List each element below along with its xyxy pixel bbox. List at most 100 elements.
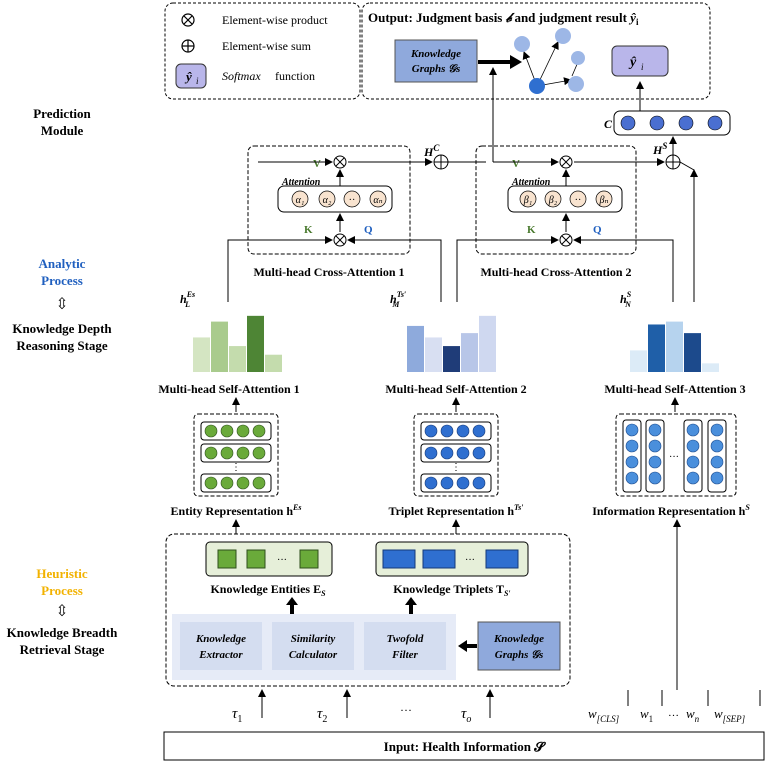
attention-bar bbox=[479, 315, 496, 372]
similarity-line1: Similarity bbox=[291, 633, 336, 645]
product-icon bbox=[181, 13, 195, 27]
ca1-k-product-icon bbox=[333, 233, 347, 247]
ca1-v-label: V bbox=[313, 158, 321, 170]
entity-representation: ⋮ bbox=[193, 413, 279, 497]
graph-nodes bbox=[514, 28, 585, 94]
information-representation-label: Information Representation hS bbox=[592, 503, 750, 518]
rep3-ellipsis: ··· bbox=[669, 452, 679, 463]
ca2-weight: β₂ bbox=[548, 195, 558, 206]
legend: Element-wise product Element-wise sum ŷ … bbox=[164, 2, 361, 100]
triplet-representation-label: Triplet Representation hTs′ bbox=[388, 503, 523, 518]
entities-ellipsis: ··· bbox=[277, 555, 287, 566]
softmax-sub: i bbox=[196, 76, 199, 86]
input-label: Input: Health Information 𝓢 bbox=[384, 739, 547, 754]
attention-bar bbox=[684, 333, 701, 372]
breadth-stage-label: Retrieval Stage bbox=[20, 642, 105, 657]
attention-bar bbox=[229, 346, 246, 372]
analytic-label: Analytic bbox=[39, 256, 86, 271]
breadth-label: Knowledge Breadth bbox=[7, 625, 118, 640]
attention-bar bbox=[407, 325, 424, 372]
heuristic-process-label: Process bbox=[41, 583, 83, 598]
output-title: Output: Judgment basis 𝒷 and judgment re… bbox=[368, 10, 639, 27]
c-label: C bbox=[604, 117, 613, 131]
ca2-attention-label: Attention bbox=[511, 177, 551, 188]
filter-line2: Filter bbox=[391, 649, 418, 661]
rep1-ellipsis: ⋮ bbox=[231, 462, 241, 473]
module-label: Module bbox=[41, 123, 84, 138]
sum-icon bbox=[181, 39, 195, 53]
triplets-label: Knowledge Triplets TS′ bbox=[393, 582, 510, 598]
ca1-weights: α₁ α₂ ·· αₙ bbox=[291, 190, 387, 208]
graph-node bbox=[555, 28, 571, 44]
swap-icon: ⇳ bbox=[55, 603, 68, 620]
attention-bar bbox=[443, 346, 460, 372]
attention-bar bbox=[265, 354, 282, 372]
thick-arrow-up bbox=[286, 597, 298, 605]
retrieval-kg-line2: Graphs 𝒢s bbox=[495, 649, 544, 661]
sa1-title: Multi-head Self-Attention 1 bbox=[158, 382, 299, 396]
information-representation: ··· bbox=[615, 413, 737, 497]
w-cls: w[CLS] bbox=[588, 706, 620, 724]
hc-label: HC bbox=[423, 143, 440, 159]
hs-sum-icon bbox=[665, 154, 681, 170]
softmax-icon bbox=[175, 63, 207, 89]
entity-square bbox=[299, 549, 319, 569]
graph-node bbox=[571, 51, 585, 65]
output-kg-line1: Knowledge bbox=[410, 48, 461, 60]
c-vector: C bbox=[604, 110, 731, 136]
extractor-line1: Knowledge bbox=[195, 633, 246, 645]
triplet-block bbox=[382, 549, 416, 569]
similarity-line2: Calculator bbox=[289, 649, 338, 661]
softmax-symbol: ŷ bbox=[184, 69, 192, 84]
output-softmax-sub: i bbox=[641, 62, 644, 72]
extractor-line2: Extractor bbox=[198, 649, 243, 661]
attention-bar bbox=[702, 363, 719, 372]
ca1-weight: αₙ bbox=[373, 195, 382, 206]
ca2-k-label: K bbox=[527, 224, 536, 236]
self-attention-3-bars bbox=[630, 321, 719, 372]
tau-1: τ1 bbox=[232, 706, 242, 725]
ca2-k-product-icon bbox=[559, 233, 573, 247]
sa3-h-label: hS N bbox=[620, 290, 632, 309]
w-sep: w[SEP] bbox=[714, 706, 746, 724]
input-box bbox=[163, 731, 765, 761]
retrieval-kg-line1: Knowledge bbox=[493, 633, 544, 645]
ca2-q-label: Q bbox=[593, 224, 602, 236]
attention-bar bbox=[648, 324, 665, 372]
legend-product-label: Element-wise product bbox=[222, 13, 328, 27]
similarity-calculator-box bbox=[272, 622, 354, 670]
attention-bar bbox=[247, 315, 264, 372]
attention-bar bbox=[630, 350, 647, 372]
ca1-weight: ·· bbox=[349, 195, 356, 206]
tau-tokens: τ1 τ2 ··· τo bbox=[232, 689, 494, 725]
tau-2: τ2 bbox=[317, 706, 327, 725]
entity-square bbox=[217, 549, 237, 569]
swap-icon: ⇳ bbox=[55, 296, 68, 313]
kg-to-filter-arrow bbox=[458, 640, 467, 652]
legend-softmax-word: function bbox=[275, 69, 315, 83]
graph-center-node bbox=[529, 78, 545, 94]
sa1-h-label: hEs L bbox=[180, 290, 195, 309]
self-attention-1-bars bbox=[193, 315, 282, 372]
ca2-weight: βₙ bbox=[598, 195, 608, 206]
analytic-process-label: Process bbox=[41, 273, 83, 288]
output-box: Output: Judgment basis 𝒷 and judgment re… bbox=[361, 2, 711, 100]
w-ellipsis: … bbox=[668, 707, 679, 719]
output-softmax-symbol: ŷ bbox=[628, 55, 637, 70]
ca1-k-label: K bbox=[304, 224, 313, 236]
sa2-h-label: hTs′ M bbox=[390, 290, 406, 309]
tau-ellipsis: ··· bbox=[400, 703, 412, 717]
output-kg-box bbox=[394, 39, 478, 83]
attention-bar bbox=[211, 321, 228, 372]
w-tokens: w[CLS] w1 … wn w[SEP] bbox=[588, 690, 761, 724]
sa2-title: Multi-head Self-Attention 2 bbox=[385, 382, 526, 396]
triplet-block bbox=[485, 549, 519, 569]
entities-label: Knowledge Entities ES bbox=[210, 582, 326, 598]
graph-node bbox=[514, 36, 530, 52]
retrieval-kg-box bbox=[477, 621, 561, 671]
depth-stage-label: Reasoning Stage bbox=[16, 338, 108, 353]
output-softmax bbox=[611, 45, 669, 77]
w-1: w1 bbox=[640, 706, 653, 724]
legend-box bbox=[164, 2, 361, 100]
hs-label: HS bbox=[652, 141, 667, 157]
